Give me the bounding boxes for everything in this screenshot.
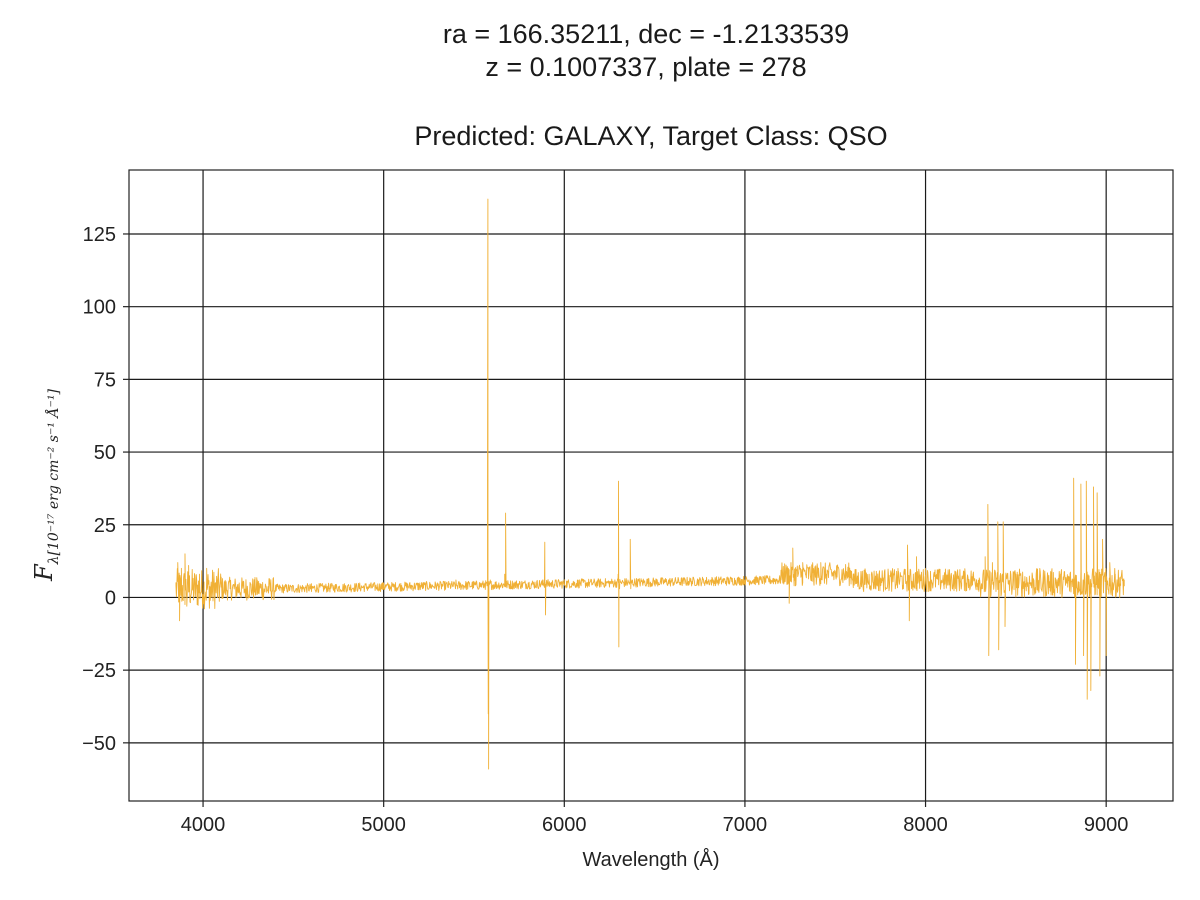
x-tick-label: 4000 xyxy=(181,814,226,836)
chart-subtitle: Predicted: GALAXY, Target Class: QSO xyxy=(414,121,888,151)
series-layer xyxy=(175,198,1125,770)
x-tick-label: 7000 xyxy=(723,814,768,836)
y-axis-label: Fλ[10⁻¹⁷ erg cm⁻² s⁻¹ Å⁻¹] xyxy=(30,388,62,582)
x-tick-label: 6000 xyxy=(542,814,587,836)
grid-lines xyxy=(129,170,1173,801)
y-axis-label-f: F xyxy=(30,563,58,582)
y-tick-label: 75 xyxy=(94,369,116,391)
y-tick-label: −50 xyxy=(82,733,116,755)
x-axis-label: Wavelength (Å) xyxy=(582,848,719,871)
plot-frame xyxy=(128,169,1174,802)
chart-title: ra = 166.35211, dec = -1.2133539 z = 0.1… xyxy=(0,18,1200,84)
y-tick-label: 0 xyxy=(105,587,116,609)
y-tick-label: 25 xyxy=(94,515,116,537)
y-tick-label: 100 xyxy=(83,297,116,319)
ticks: 4000 5000 6000 7000 8000 9000 −50 −25 0 25 50 75 100… xyxy=(82,224,1128,836)
x-tick-label: 8000 xyxy=(903,814,948,836)
y-tick-label: 50 xyxy=(94,442,116,464)
spectrum-series-line xyxy=(175,198,1125,770)
y-tick-label: 125 xyxy=(83,224,116,246)
y-axis-label-units: λ[10⁻¹⁷ erg cm⁻² s⁻¹ Å⁻¹] xyxy=(44,388,62,565)
y-tick-label: −25 xyxy=(82,660,116,682)
x-tick-label: 5000 xyxy=(361,814,406,836)
title-line-1: ra = 166.35211, dec = -1.2133539 xyxy=(442,19,850,49)
x-tick-label: 9000 xyxy=(1084,814,1129,836)
title-line-2: z = 0.1007337, plate = 278 xyxy=(485,52,807,82)
